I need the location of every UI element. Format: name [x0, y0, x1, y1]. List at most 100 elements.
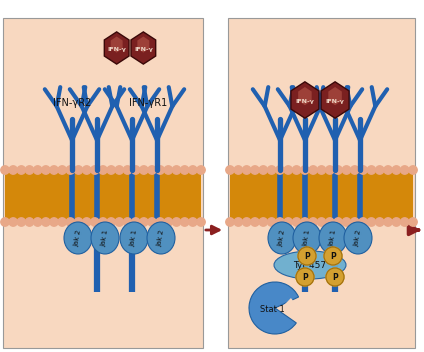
- Ellipse shape: [147, 222, 175, 254]
- Circle shape: [276, 218, 284, 226]
- Circle shape: [284, 218, 293, 226]
- Polygon shape: [131, 32, 156, 64]
- Circle shape: [298, 247, 316, 265]
- Circle shape: [376, 166, 384, 174]
- Text: P: P: [332, 273, 338, 282]
- Circle shape: [99, 218, 107, 226]
- Circle shape: [25, 218, 33, 226]
- Circle shape: [243, 218, 251, 226]
- Text: Jak 1: Jak 1: [329, 229, 338, 247]
- Circle shape: [172, 166, 181, 174]
- Wedge shape: [249, 282, 298, 334]
- Text: Jak 2: Jak 2: [74, 229, 82, 247]
- Circle shape: [309, 218, 318, 226]
- Polygon shape: [137, 37, 149, 52]
- Circle shape: [376, 218, 384, 226]
- Circle shape: [309, 166, 318, 174]
- Circle shape: [66, 218, 75, 226]
- Circle shape: [99, 166, 107, 174]
- Circle shape: [91, 218, 99, 226]
- Circle shape: [156, 166, 165, 174]
- Circle shape: [123, 166, 132, 174]
- Circle shape: [324, 247, 342, 265]
- Circle shape: [91, 166, 99, 174]
- Ellipse shape: [64, 222, 92, 254]
- Text: P: P: [302, 273, 308, 282]
- Circle shape: [82, 166, 91, 174]
- Circle shape: [1, 218, 9, 226]
- Ellipse shape: [319, 222, 347, 254]
- Text: Jak 2: Jak 2: [278, 229, 287, 247]
- Circle shape: [334, 166, 342, 174]
- Circle shape: [82, 218, 91, 226]
- Ellipse shape: [268, 222, 296, 254]
- Circle shape: [115, 218, 123, 226]
- Circle shape: [164, 166, 173, 174]
- Ellipse shape: [344, 222, 372, 254]
- Circle shape: [123, 218, 132, 226]
- Circle shape: [326, 268, 344, 286]
- Text: Jak 2: Jak 2: [156, 229, 165, 247]
- Circle shape: [401, 218, 409, 226]
- Circle shape: [197, 166, 205, 174]
- Circle shape: [1, 166, 9, 174]
- Circle shape: [17, 218, 25, 226]
- Circle shape: [234, 218, 243, 226]
- Circle shape: [342, 218, 351, 226]
- Circle shape: [139, 218, 148, 226]
- Ellipse shape: [274, 251, 346, 279]
- Bar: [228, 18, 415, 348]
- Circle shape: [409, 166, 417, 174]
- Text: Stat 1: Stat 1: [259, 306, 285, 314]
- Text: IFN-γR2: IFN-γR2: [53, 98, 91, 108]
- Polygon shape: [291, 82, 319, 118]
- Text: Jak 1: Jak 1: [130, 229, 139, 247]
- Circle shape: [359, 218, 367, 226]
- Text: P: P: [304, 252, 310, 261]
- Circle shape: [9, 218, 17, 226]
- Circle shape: [164, 218, 173, 226]
- Circle shape: [284, 166, 293, 174]
- Circle shape: [107, 166, 115, 174]
- Circle shape: [74, 218, 83, 226]
- Circle shape: [9, 166, 17, 174]
- Circle shape: [301, 218, 309, 226]
- Circle shape: [189, 218, 197, 226]
- Circle shape: [292, 166, 301, 174]
- Text: P: P: [330, 252, 336, 261]
- Polygon shape: [321, 82, 349, 118]
- Circle shape: [115, 166, 123, 174]
- Circle shape: [251, 166, 259, 174]
- Circle shape: [66, 166, 75, 174]
- Text: IFN-γR1: IFN-γR1: [129, 98, 167, 108]
- Circle shape: [226, 166, 234, 174]
- Circle shape: [351, 218, 359, 226]
- Circle shape: [317, 166, 326, 174]
- Circle shape: [243, 166, 251, 174]
- Polygon shape: [111, 37, 123, 52]
- Circle shape: [268, 218, 276, 226]
- Circle shape: [148, 166, 156, 174]
- Circle shape: [334, 218, 342, 226]
- Circle shape: [268, 166, 276, 174]
- Circle shape: [33, 218, 42, 226]
- Circle shape: [367, 218, 376, 226]
- Circle shape: [251, 218, 259, 226]
- Circle shape: [301, 166, 309, 174]
- Circle shape: [392, 218, 401, 226]
- Circle shape: [259, 218, 268, 226]
- Circle shape: [342, 166, 351, 174]
- Polygon shape: [328, 87, 342, 105]
- Polygon shape: [298, 87, 312, 105]
- Circle shape: [58, 166, 67, 174]
- Circle shape: [42, 218, 50, 226]
- Text: IFN-γ: IFN-γ: [296, 100, 314, 105]
- Circle shape: [25, 166, 33, 174]
- Circle shape: [139, 166, 148, 174]
- Circle shape: [234, 166, 243, 174]
- Circle shape: [296, 268, 314, 286]
- Circle shape: [384, 218, 392, 226]
- Circle shape: [148, 218, 156, 226]
- Circle shape: [317, 218, 326, 226]
- Circle shape: [131, 218, 140, 226]
